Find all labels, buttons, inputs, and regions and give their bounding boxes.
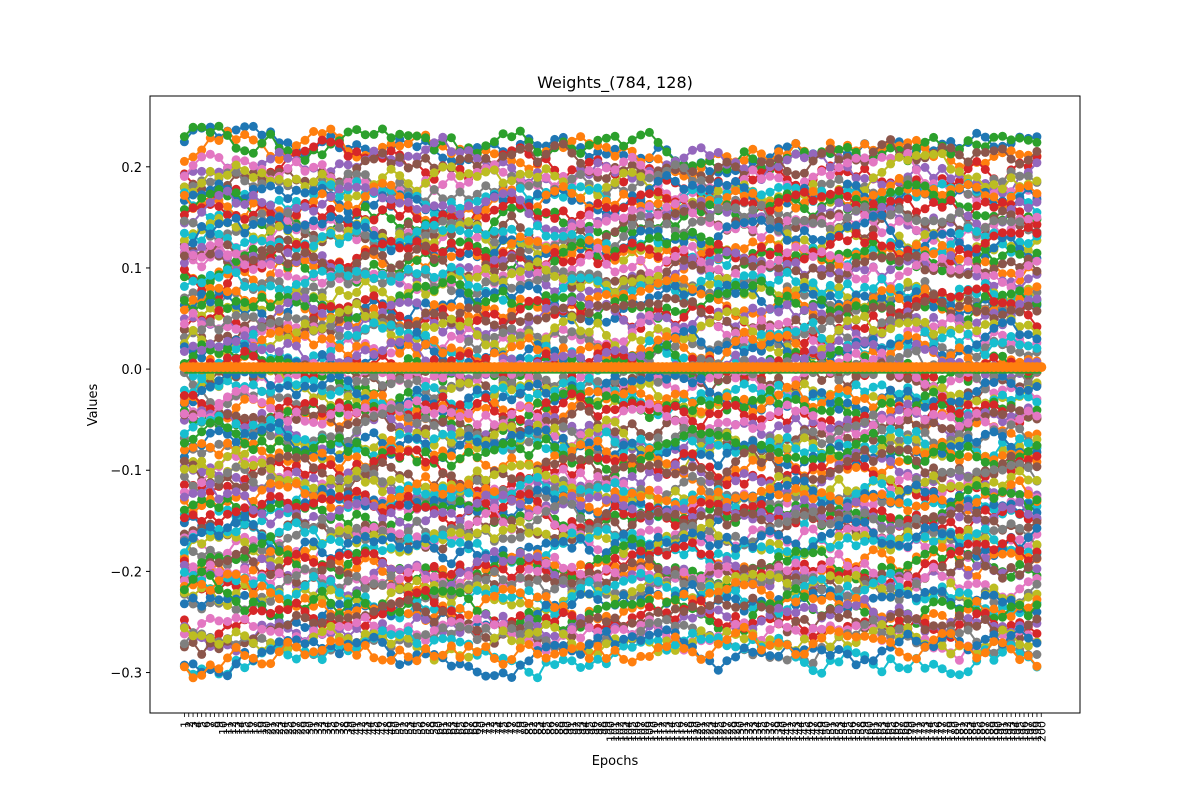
chart-title: Weights_(784, 128) [537, 73, 693, 93]
